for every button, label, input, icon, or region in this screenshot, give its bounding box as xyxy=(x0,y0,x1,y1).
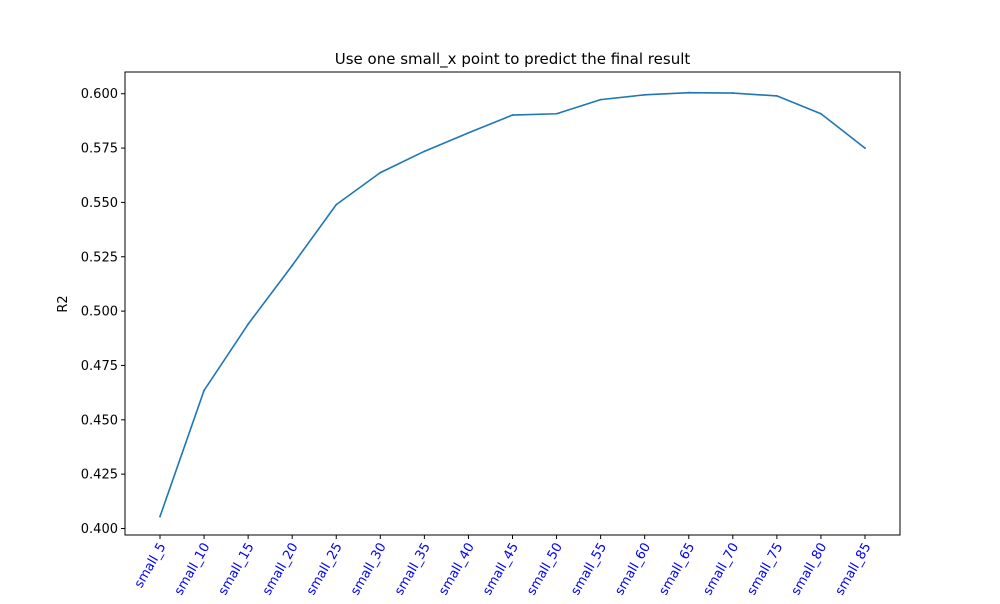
x-tick-label: small_65 xyxy=(656,541,698,598)
y-tick-label: 0.575 xyxy=(81,142,118,157)
y-tick-label: 0.525 xyxy=(81,250,118,265)
x-tick-label: small_70 xyxy=(700,541,742,598)
x-tick-label: small_75 xyxy=(745,541,787,598)
y-axis-ticks: 0.400 0.425 0.450 0.475 0.500 0.525 0.550 0.575… xyxy=(81,87,125,537)
x-tick-label: small_45 xyxy=(480,541,522,598)
data-point xyxy=(467,131,470,134)
x-tick-label: small_35 xyxy=(392,541,434,598)
x-tick-label: small_20 xyxy=(260,541,302,598)
x-tick-label: small_15 xyxy=(216,541,258,598)
plot-area-frame xyxy=(124,71,901,536)
x-tick-label: small_60 xyxy=(612,541,654,598)
data-point xyxy=(247,323,250,326)
series-layer xyxy=(159,91,866,518)
data-point xyxy=(555,112,558,115)
data-point xyxy=(687,91,690,94)
chart-title: Use one small_x point to predict the fin… xyxy=(335,50,691,69)
y-tick-label: 0.475 xyxy=(81,359,118,374)
y-tick-label: 0.500 xyxy=(81,305,118,320)
y-tick-label: 0.425 xyxy=(81,468,118,483)
data-point xyxy=(335,203,338,206)
x-tick-label: small_50 xyxy=(524,541,566,598)
data-point xyxy=(820,112,822,115)
y-tick-label: 0.450 xyxy=(81,413,118,428)
data-point xyxy=(423,150,426,153)
x-tick-label: small_80 xyxy=(789,541,831,598)
data-point xyxy=(203,389,205,392)
data-point xyxy=(864,147,866,149)
data-point xyxy=(379,171,382,174)
y-axis-label: R2 xyxy=(56,295,71,312)
y-tick-label: 0.550 xyxy=(81,196,118,211)
data-point xyxy=(775,95,778,97)
x-tick-label: small_5 xyxy=(132,541,170,591)
x-tick-label: small_10 xyxy=(172,541,214,598)
data-point xyxy=(511,114,514,116)
y-tick-label: 0.600 xyxy=(81,87,118,102)
data-point xyxy=(291,264,294,267)
x-tick-label: small_25 xyxy=(304,541,346,598)
data-point xyxy=(159,515,161,518)
y-tick-label: 0.400 xyxy=(81,522,118,537)
x-tick-label: small_85 xyxy=(833,541,875,598)
x-axis-ticks: small_5 small_10 small_15 small_20 small_25 s… xyxy=(132,535,875,598)
x-tick-label: small_40 xyxy=(436,541,478,598)
x-tick-label: small_55 xyxy=(568,541,610,598)
data-point xyxy=(731,92,734,94)
x-tick-label: small_30 xyxy=(348,541,390,598)
data-point xyxy=(643,93,646,96)
series-line xyxy=(159,91,866,518)
data-point xyxy=(599,98,602,101)
